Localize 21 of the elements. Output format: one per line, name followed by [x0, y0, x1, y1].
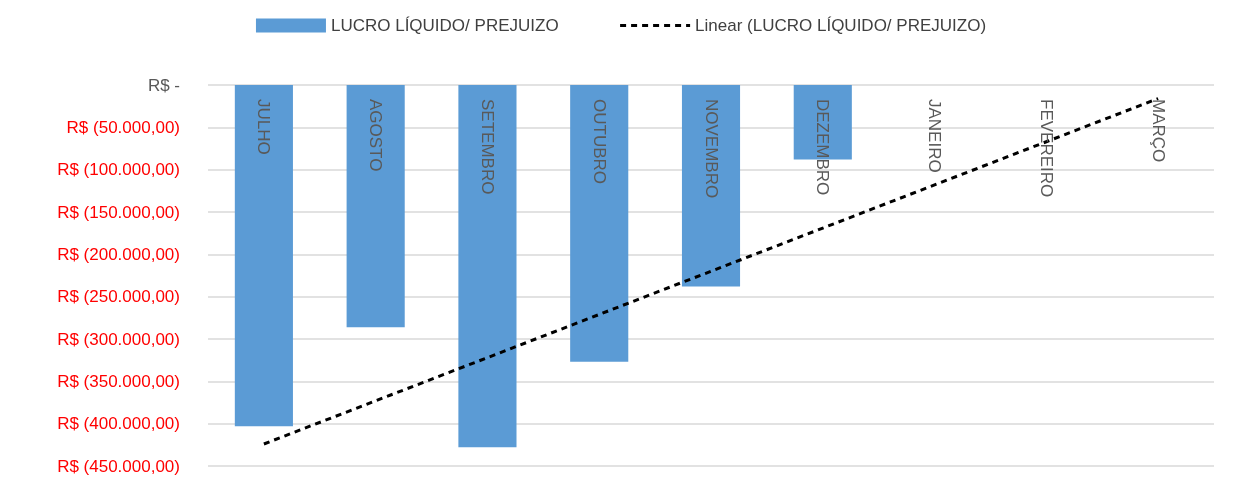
y-tick-label: R$ (450.000,00) [57, 456, 180, 476]
legend-label: Linear (LUCRO LÍQUIDO/ PREJUIZO) [695, 16, 987, 35]
y-tick-label: R$ (400.000,00) [57, 414, 180, 434]
y-tick-label: R$ (200.000,00) [57, 244, 180, 264]
x-tick-label: MARÇO [1148, 99, 1168, 163]
y-tick-label: R$ (300.000,00) [57, 329, 180, 349]
x-tick-label: JULHO [254, 99, 274, 155]
x-tick-label: SETEMBRO [477, 99, 497, 195]
x-tick-label: DEZEMBRO [813, 99, 833, 196]
y-tick-label: R$ (100.000,00) [57, 160, 180, 180]
y-tick-label: R$ (50.000,00) [66, 117, 180, 137]
x-tick-label: FEVEREIRO [1036, 99, 1056, 198]
y-tick-label: R$ (250.000,00) [57, 287, 180, 307]
x-tick-label: OUTUBRO [589, 99, 609, 184]
legend-label: LUCRO LÍQUIDO/ PREJUIZO [330, 16, 559, 35]
x-tick-label: JANEIRO [925, 99, 945, 173]
y-tick-label: R$ (350.000,00) [57, 371, 180, 391]
y-tick-label: R$ - [147, 75, 180, 95]
x-tick-label: AGOSTO [366, 99, 386, 172]
x-tick-label: NOVEMBRO [701, 99, 721, 199]
y-tick-label: R$ (150.000,00) [57, 202, 180, 222]
